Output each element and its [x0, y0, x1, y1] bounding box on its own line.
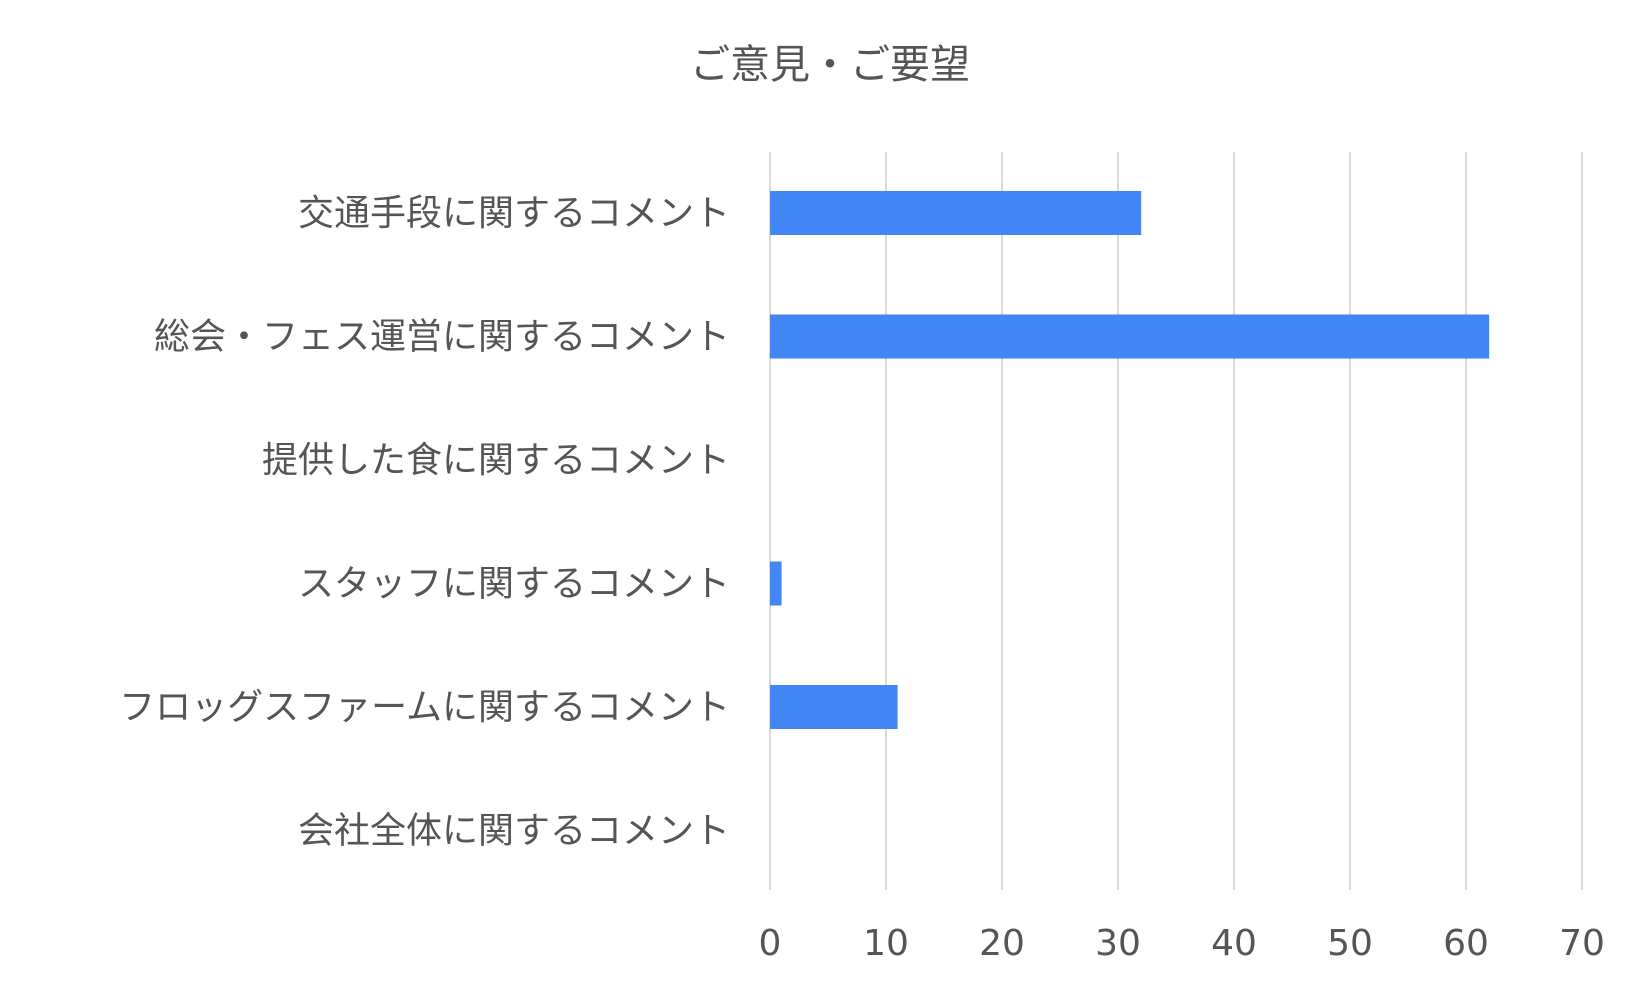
x-tick-labels: 0 10 20 30 40 50 60 70 — [759, 923, 1605, 964]
bar — [770, 685, 898, 729]
x-tick-label: 70 — [1559, 923, 1605, 964]
x-tick-label: 60 — [1443, 923, 1489, 964]
chart-title: ご意見・ご要望 — [690, 42, 970, 88]
category-label: 総会・フェス運営に関するコメント — [154, 317, 730, 358]
x-tick-label: 20 — [979, 923, 1025, 964]
category-label: 会社全体に関するコメント — [298, 811, 730, 852]
bar — [770, 191, 1142, 235]
gridlines — [769, 152, 1583, 890]
category-label: 交通手段に関するコメント — [298, 193, 730, 234]
x-tick-label: 50 — [1327, 923, 1373, 964]
x-tick-label: 30 — [1095, 923, 1141, 964]
bar — [770, 314, 1490, 359]
category-label: 提供した食に関するコメント — [262, 440, 730, 481]
category-label: スタッフに関するコメント — [298, 564, 730, 605]
category-labels: 交通手段に関するコメント総会・フェス運営に関するコメント提供した食に関するコメン… — [119, 193, 730, 852]
x-tick-label: 10 — [863, 923, 909, 964]
bars — [770, 191, 1490, 729]
category-label: フロッグスファームに関するコメント — [119, 687, 730, 728]
x-tick-label: 40 — [1211, 923, 1257, 964]
x-tick-label: 0 — [759, 923, 782, 964]
bar — [770, 561, 782, 606]
